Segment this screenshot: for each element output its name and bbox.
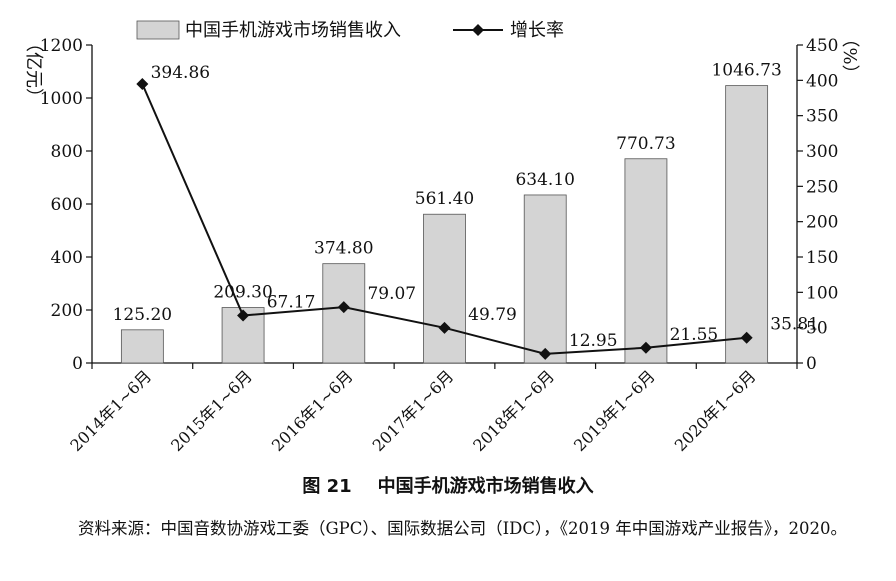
right-tick-label: 150 [806, 248, 838, 268]
legend-bar-label: 中国手机游戏市场销售收入 [185, 20, 401, 41]
figure-caption: 图 21 中国手机游戏市场销售收入 [0, 472, 896, 498]
left-tick-label: 800 [51, 142, 83, 162]
x-category-label: 2019年1~6月 [570, 366, 659, 455]
bar [523, 194, 567, 364]
legend-bar-swatch [136, 20, 180, 40]
right-tick-label: 350 [806, 107, 838, 127]
bar-value-label: 770.73 [616, 134, 675, 154]
bar-value-label: 634.10 [515, 170, 574, 190]
x-category-label: 2020年1~6月 [671, 366, 760, 455]
growth-rate-label: 394.86 [151, 63, 210, 83]
figure-number: 图 21 [302, 476, 352, 497]
growth-rate-label: 35.81 [770, 315, 819, 335]
growth-rate-label: 21.55 [670, 325, 719, 345]
growth-rate-point [639, 341, 652, 354]
x-category-label: 2017年1~6月 [369, 366, 458, 455]
bar-value-label: 561.40 [415, 189, 474, 209]
growth-rate-point [438, 321, 451, 334]
left-tick-label: 600 [51, 195, 83, 215]
growth-rate-label: 79.07 [367, 284, 416, 304]
bar-value-label: 125.20 [113, 305, 172, 325]
bar [624, 158, 668, 364]
bar [322, 263, 366, 364]
growth-rate-point [237, 309, 250, 322]
left-axis-label: （亿元） [23, 34, 44, 106]
growth-rate-point [740, 331, 753, 344]
right-tick-label: 200 [806, 213, 838, 233]
bar [120, 329, 164, 364]
right-tick-label: 400 [806, 71, 838, 91]
left-tick-label: 1200 [40, 36, 83, 56]
chart: 0 200 400 600 800 1000 1200 0 50 100 150 200 250 300 3… [23, 20, 860, 455]
right-tick-label: 450 [806, 36, 838, 56]
legend-line-marker [472, 24, 484, 36]
x-category-label: 2018年1~6月 [469, 366, 558, 455]
bar-value-label: 1046.73 [711, 61, 781, 81]
bar [725, 85, 769, 364]
x-category-label: 2016年1~6月 [268, 366, 357, 455]
growth-rate-point [136, 77, 149, 90]
right-tick-label: 100 [806, 283, 838, 303]
x-category-label: 2014年1~6月 [66, 366, 155, 455]
right-tick-label: 0 [806, 354, 817, 374]
growth-rate-point [337, 301, 350, 314]
growth-rate-point [539, 347, 552, 360]
legend-line-label: 增长率 [510, 20, 564, 41]
bar-value-label: 209.30 [213, 283, 272, 303]
left-tick-label: 200 [51, 301, 83, 321]
figure-title: 中国手机游戏市场销售收入 [377, 476, 594, 497]
growth-rate-label: 12.95 [569, 331, 618, 351]
growth-rate-label: 67.17 [267, 293, 316, 313]
right-tick-label: 50 [806, 319, 828, 339]
right-axis-label: （%） [839, 29, 860, 82]
left-tick-label: 400 [51, 248, 83, 268]
right-tick-label: 250 [806, 177, 838, 197]
growth-rate-label: 49.79 [468, 305, 517, 325]
source-note: 资料来源：中国音数协游戏工委（GPC）、国际数据公司（IDC），《2019 年中… [78, 519, 848, 538]
x-category-label: 2015年1~6月 [167, 366, 256, 455]
right-tick-label: 300 [806, 142, 838, 162]
left-tick-label: 1000 [40, 89, 83, 109]
bar-value-label: 374.80 [314, 239, 373, 259]
left-tick-label: 0 [72, 354, 83, 374]
bar [423, 213, 466, 364]
